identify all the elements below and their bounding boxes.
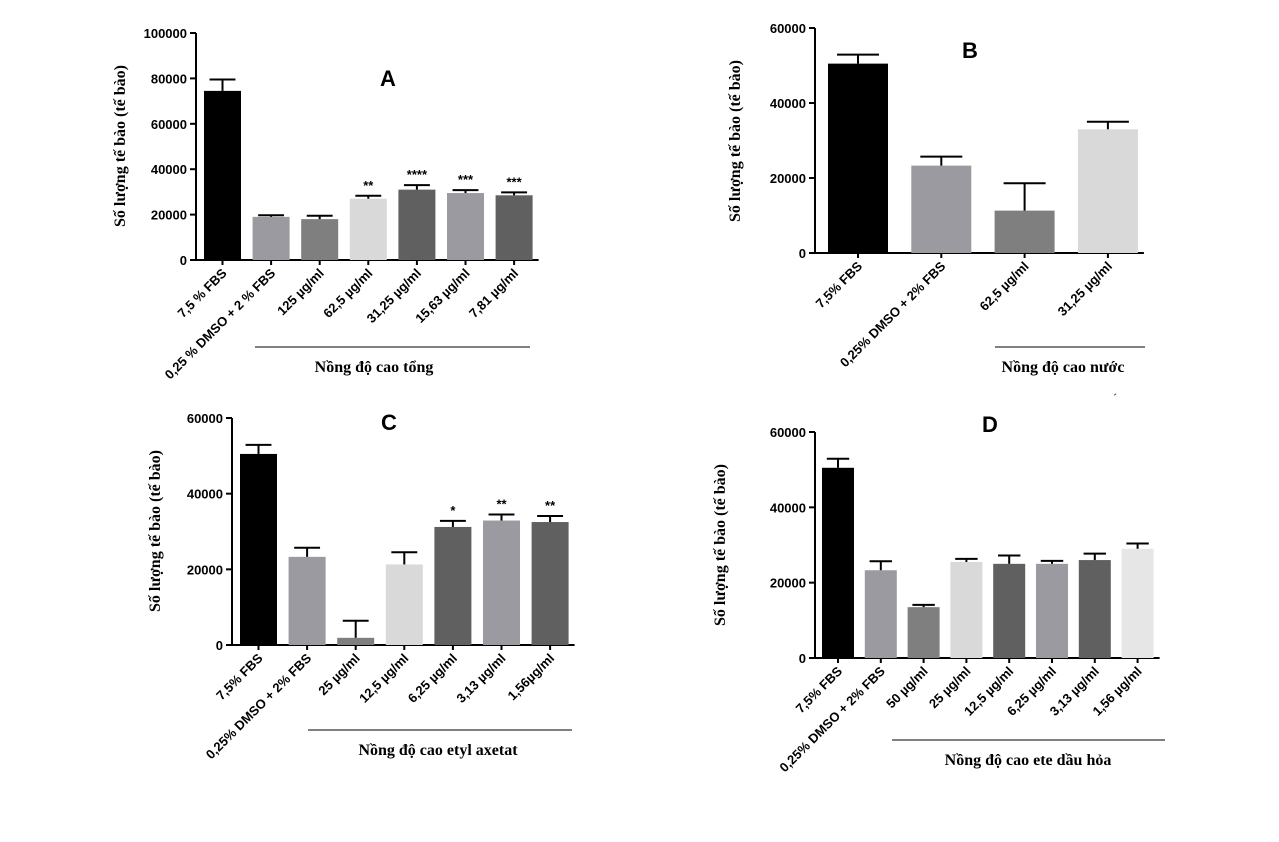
bar [822,467,854,658]
y-tick-label: 100000 [144,26,187,41]
bar [349,198,387,260]
bar [337,637,375,645]
bar [204,90,241,260]
category-label: 7,81 µg/ml [466,266,521,321]
y-tick-label: 20000 [770,171,806,186]
significance-label: *** [507,174,523,189]
bar [252,216,290,260]
category-label: 62,5 µg/ml [976,259,1031,314]
y-tick-label: 40000 [770,96,806,111]
y-tick-label: 60000 [770,425,806,440]
y-tick-label: 20000 [770,576,806,591]
y-tick-label: 40000 [187,487,223,502]
category-label: 50 µg/ml [883,664,931,712]
bar [950,561,983,658]
panel-title: A [380,66,396,91]
bar [531,522,569,645]
chart-panel-d: 0 20000 40000 60000 Số lượng tế bào (tế bào)… [712,412,1165,775]
category-label: 25 µg/ml [315,651,363,699]
x-axis-group-label: Nồng độ cao nước [1002,359,1125,376]
y-tick-label: 20000 [187,562,223,577]
bar [434,526,472,645]
significance-label: * [450,503,456,518]
significance-label: **** [407,167,428,182]
chart-panel-b: 0 20000 40000 60000 Số lượng tế bào (tế bào)… [727,21,1145,376]
bar [907,607,940,658]
category-label: 1,56µg/ml [505,651,558,704]
bar [1077,129,1138,253]
significance-label: ** [363,178,374,193]
bar [483,520,520,645]
bar [864,570,897,658]
y-tick-label: 60000 [770,21,806,36]
y-tick-label: 0 [799,651,806,666]
y-tick-label: 20000 [151,208,187,223]
category-label: 7,5% FBS [813,258,866,311]
category-label: 3,13 µg/ml [453,651,508,706]
y-axis-label: Số lượng tế bào (tế bào) [112,65,129,227]
category-label: 6,25 µg/ml [405,651,460,706]
chart-panel-c: 0 20000 40000 60000 Số lượng tế bào (tế bào)… [147,410,575,762]
y-tick-label: 80000 [151,71,187,86]
y-tick-label: 0 [216,638,223,653]
significance-label: *** [458,172,474,187]
significance-label: ** [545,498,556,513]
bar [240,453,277,645]
x-axis-group-label: Nồng độ cao tổng [315,359,434,376]
y-axis-label: Số lượng tế bào (tế bào) [727,60,744,222]
bar [301,219,339,260]
y-axis-label: Số lượng tế bào (tế bào) [712,464,729,626]
bar [1078,560,1111,658]
bar [385,564,423,645]
y-tick-label: 0 [180,253,187,268]
chart-panel-a: 0 20000 40000 60000 80000 100000 Số lượng tế b… [112,26,539,382]
x-axis-group-label: Nồng độ cao ete dầu hỏa [945,752,1112,769]
bar [1036,563,1068,658]
x-axis-group-label: Nồng độ cao etyl axetat [358,742,518,759]
category-label: 31,25 µg/ml [1055,259,1115,319]
y-axis-label: Số lượng tế bào (tế bào) [147,450,164,612]
bar [288,556,326,645]
category-label: 12,5 µg/ml [356,651,411,706]
panel-title: B [962,38,978,63]
bar [993,563,1026,658]
bar [1121,548,1154,658]
y-tick-label: 0 [799,246,806,261]
significance-label: ** [496,496,507,511]
stray-mark: ´ [1113,391,1117,405]
panel-title: D [982,412,998,437]
bar [994,210,1055,253]
bar [447,193,484,260]
bar [495,195,533,260]
y-tick-label: 60000 [187,411,223,426]
y-tick-label: 40000 [151,162,187,177]
bar [828,63,888,253]
y-tick-label: 60000 [151,117,187,132]
panel-title: C [381,410,397,435]
bar [398,189,436,260]
y-tick-label: 40000 [770,500,806,515]
bar [911,165,972,253]
